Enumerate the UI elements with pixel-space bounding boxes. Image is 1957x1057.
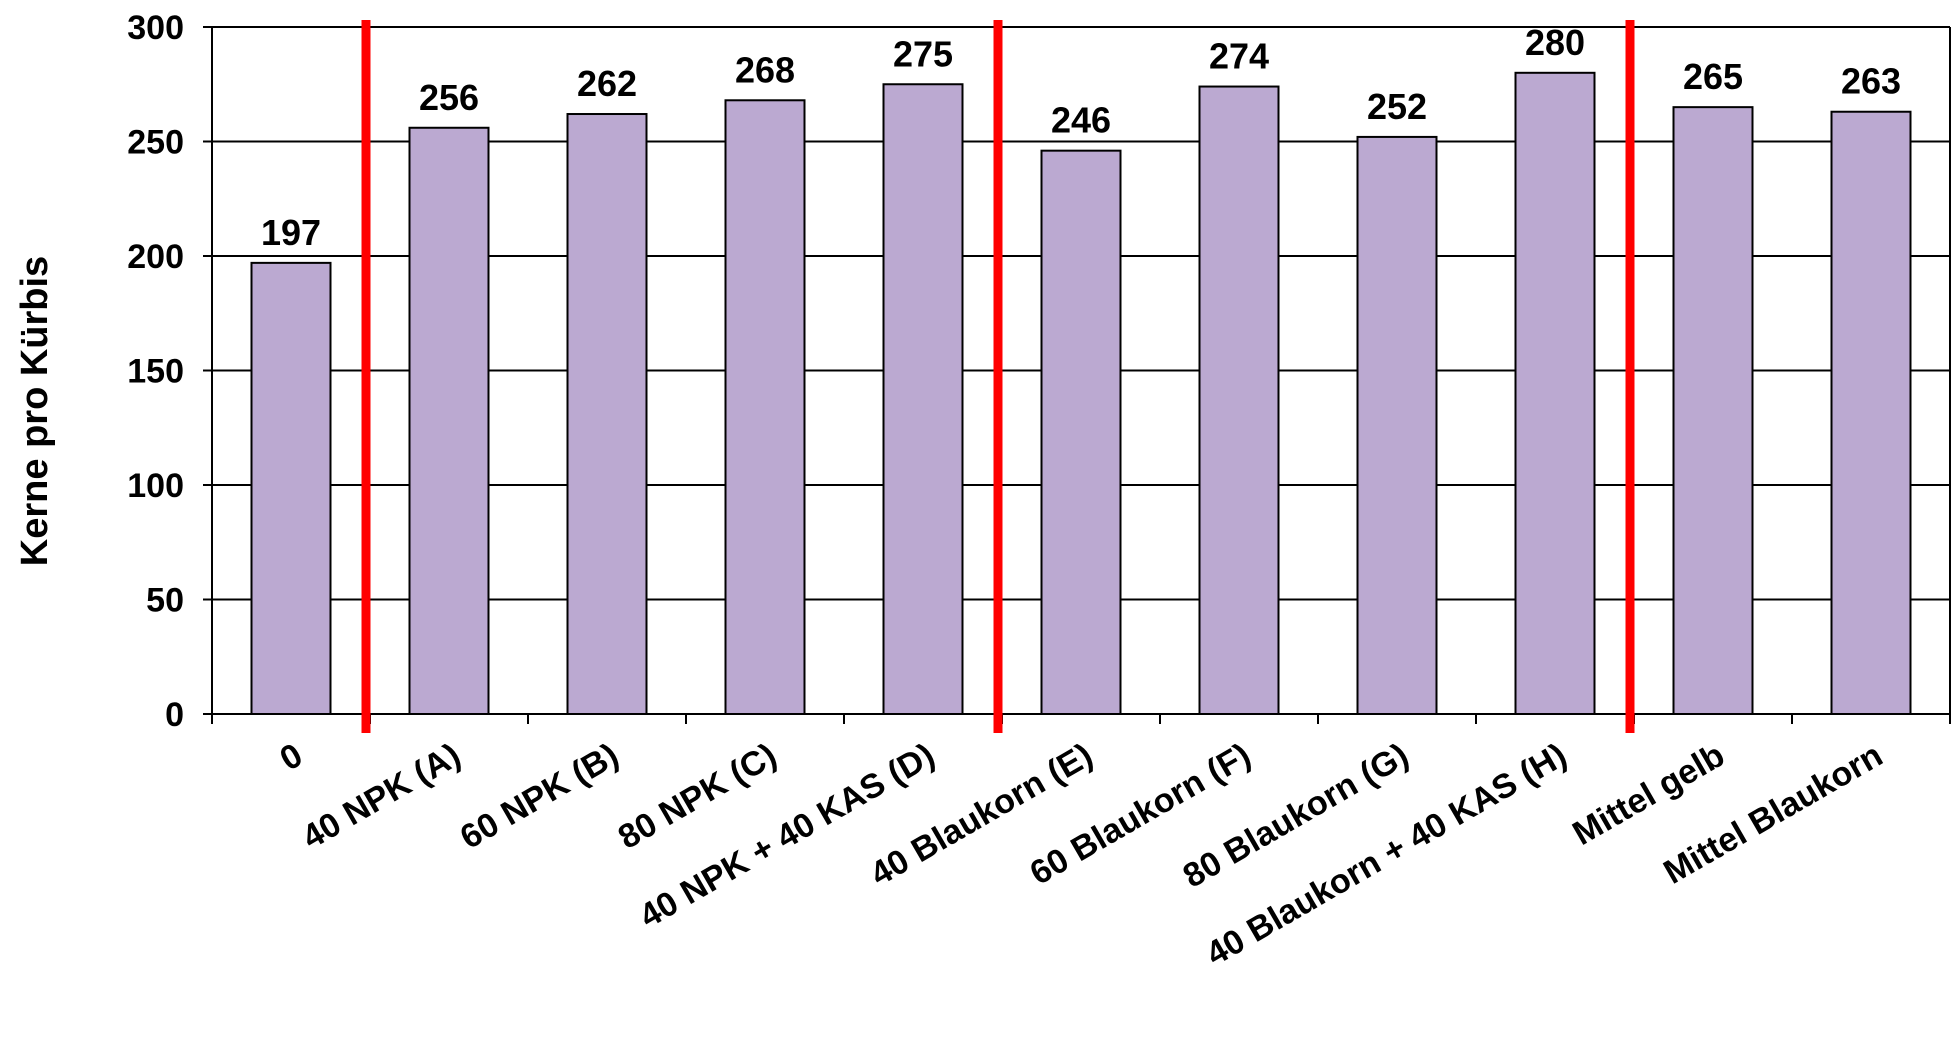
data-label: 275 [893, 33, 953, 74]
data-label: 262 [577, 63, 637, 104]
data-label: 197 [261, 212, 321, 253]
x-tick-label: 0 [274, 736, 309, 778]
bar [1672, 106, 1754, 715]
x-tick-labels: 040 NPK (A)60 NPK (B)80 NPK (C)40 NPK + … [274, 736, 1889, 973]
axes [203, 26, 1951, 724]
x-tick-label: 60 NPK (B) [454, 736, 625, 857]
x-tick-label: 40 NPK (A) [296, 736, 467, 857]
y-tick-label: 300 [127, 9, 184, 47]
data-label: 265 [1683, 56, 1743, 97]
y-tick-label: 150 [127, 353, 184, 391]
bar [566, 113, 648, 715]
bar [408, 126, 490, 715]
data-labels: 197 256 262 268 275 246 274 252 280 265 263 [261, 22, 1901, 253]
y-tick-label: 0 [165, 696, 184, 734]
bar [724, 99, 806, 715]
data-label: 256 [419, 77, 479, 118]
bar [250, 261, 332, 715]
bar [882, 83, 964, 715]
y-tick-labels: 0 50 100 150 200 250 300 [127, 9, 184, 734]
data-label: 274 [1209, 36, 1269, 77]
bar [1830, 110, 1912, 716]
bar [1040, 149, 1122, 716]
y-tick-label: 200 [127, 238, 184, 276]
data-label: 246 [1051, 100, 1111, 141]
bar [1356, 135, 1438, 716]
y-tick-label: 100 [127, 467, 184, 505]
data-label: 280 [1525, 22, 1585, 63]
y-axis-title: Kerne pro Kürbis [14, 256, 56, 566]
bar [1514, 71, 1596, 716]
data-label: 263 [1841, 61, 1901, 102]
y-tick-label: 250 [127, 124, 184, 162]
bars [250, 71, 1912, 716]
bar [1198, 85, 1280, 716]
group-separators [361, 20, 1635, 733]
data-label: 268 [735, 49, 795, 90]
y-tick-label: 50 [146, 582, 184, 620]
data-label: 252 [1367, 86, 1427, 127]
x-tick-label: 40 NPK + 40 KAS (D) [633, 736, 941, 936]
